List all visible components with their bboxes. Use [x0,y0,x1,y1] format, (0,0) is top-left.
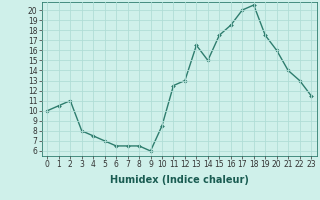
X-axis label: Humidex (Indice chaleur): Humidex (Indice chaleur) [110,175,249,185]
